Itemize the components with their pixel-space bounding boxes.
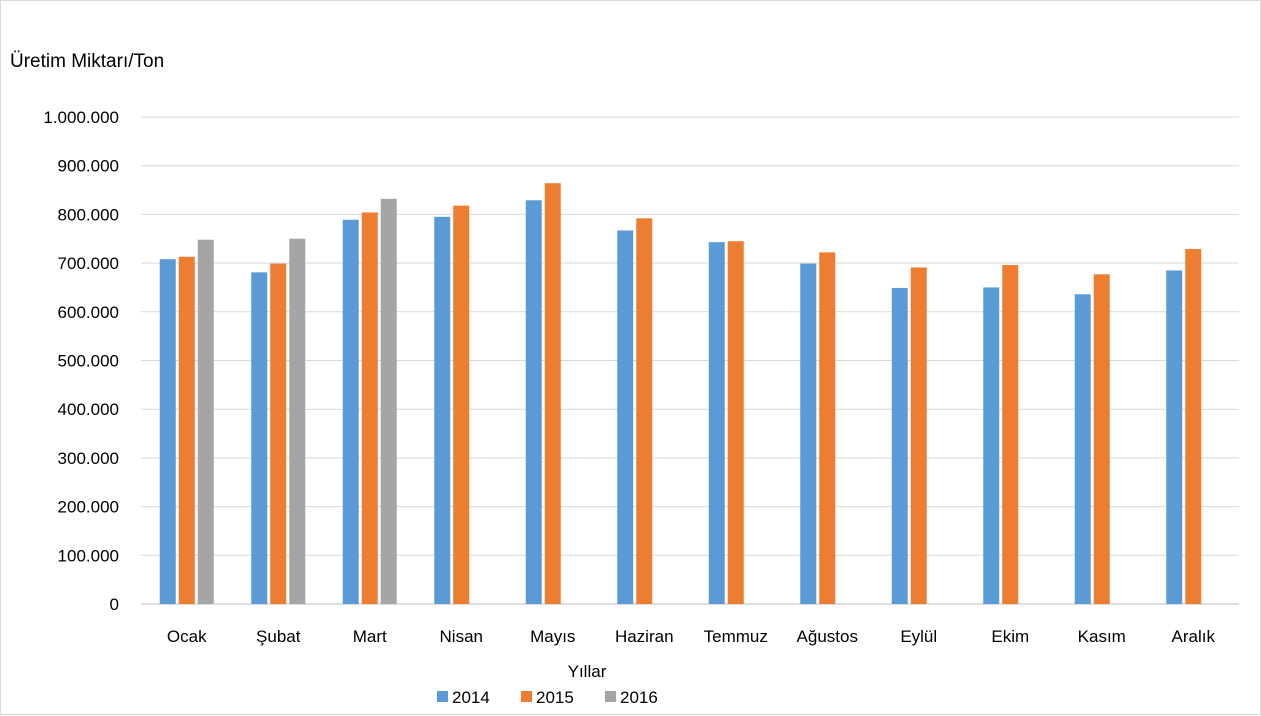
x-tick-label: Haziran [615, 627, 674, 646]
x-tick-label: Mayıs [530, 627, 575, 646]
bar-2014-7 [800, 263, 817, 604]
y-tick-label: 500.000 [58, 352, 119, 371]
bar-2014-1 [251, 272, 268, 604]
bar-2015-1 [270, 263, 287, 604]
y-tick-label: 800.000 [58, 205, 119, 224]
x-tick-label: Ocak [167, 627, 207, 646]
bar-2015-2 [361, 212, 378, 604]
legend-swatch-2016 [605, 691, 616, 702]
legend-swatch-2014 [437, 691, 448, 702]
y-axis-title: Üretim Miktarı/Ton [10, 51, 164, 72]
bar-2014-4 [525, 200, 542, 605]
bar-2014-9 [983, 287, 1000, 604]
bar-2015-3 [453, 205, 470, 604]
y-tick-label: 1.000.000 [43, 108, 119, 127]
bars [159, 183, 1202, 605]
x-tick-label: Eylül [900, 627, 937, 646]
bar-2016-2 [380, 198, 397, 605]
x-axis-ticks: Ocak Şubat Mart Nisan Mayıs Haziran Temmuz Ağus… [167, 627, 1216, 646]
y-tick-label: 100.000 [58, 546, 119, 565]
bar-2015-9 [1002, 265, 1019, 604]
y-tick-label: 0 [110, 595, 119, 614]
bar-2014-5 [617, 230, 634, 604]
bar-2014-0 [159, 259, 176, 604]
y-tick-label: 400.000 [58, 400, 119, 419]
bar-2014-8 [891, 287, 908, 604]
legend-label-2014: 2014 [452, 688, 490, 707]
bar-2014-6 [708, 242, 725, 604]
gridlines [141, 116, 1239, 605]
y-tick-label: 200.000 [58, 498, 119, 517]
legend: 2014 2015 2016 [437, 688, 658, 707]
legend-label-2015: 2015 [536, 688, 574, 707]
x-tick-label: Şubat [256, 627, 301, 646]
bar-2016-1 [289, 238, 306, 604]
bar-2014-3 [434, 216, 451, 604]
x-tick-label: Ağustos [797, 627, 858, 646]
x-tick-label: Nisan [440, 627, 483, 646]
bar-2014-10 [1074, 294, 1091, 604]
x-tick-label: Ekim [991, 627, 1029, 646]
y-tick-label: 900.000 [58, 157, 119, 176]
legend-label-2016: 2016 [620, 688, 658, 707]
x-tick-label: Kasım [1078, 627, 1126, 646]
bar-2014-2 [342, 219, 359, 604]
x-tick-label: Mart [353, 627, 387, 646]
bar-2016-0 [197, 239, 214, 604]
bar-2015-8 [910, 267, 927, 604]
y-tick-label: 300.000 [58, 449, 119, 468]
bar-2015-0 [178, 256, 195, 604]
y-tick-label: 600.000 [58, 303, 119, 322]
x-axis-title: Yıllar [568, 662, 607, 681]
y-tick-label: 700.000 [58, 254, 119, 273]
bar-2014-11 [1166, 270, 1183, 604]
x-tick-label: Aralık [1172, 627, 1216, 646]
bar-2015-10 [1093, 274, 1110, 604]
bar-2015-4 [544, 183, 561, 604]
y-axis-ticks: 0 100.000 200.000 300.000 400.000 500.000 600.… [43, 108, 119, 614]
bar-2015-6 [727, 241, 744, 604]
bar-2015-5 [636, 218, 653, 604]
bar-2015-7 [819, 252, 836, 605]
legend-swatch-2015 [521, 691, 532, 702]
bar-2015-11 [1185, 248, 1202, 605]
x-tick-label: Temmuz [704, 627, 768, 646]
